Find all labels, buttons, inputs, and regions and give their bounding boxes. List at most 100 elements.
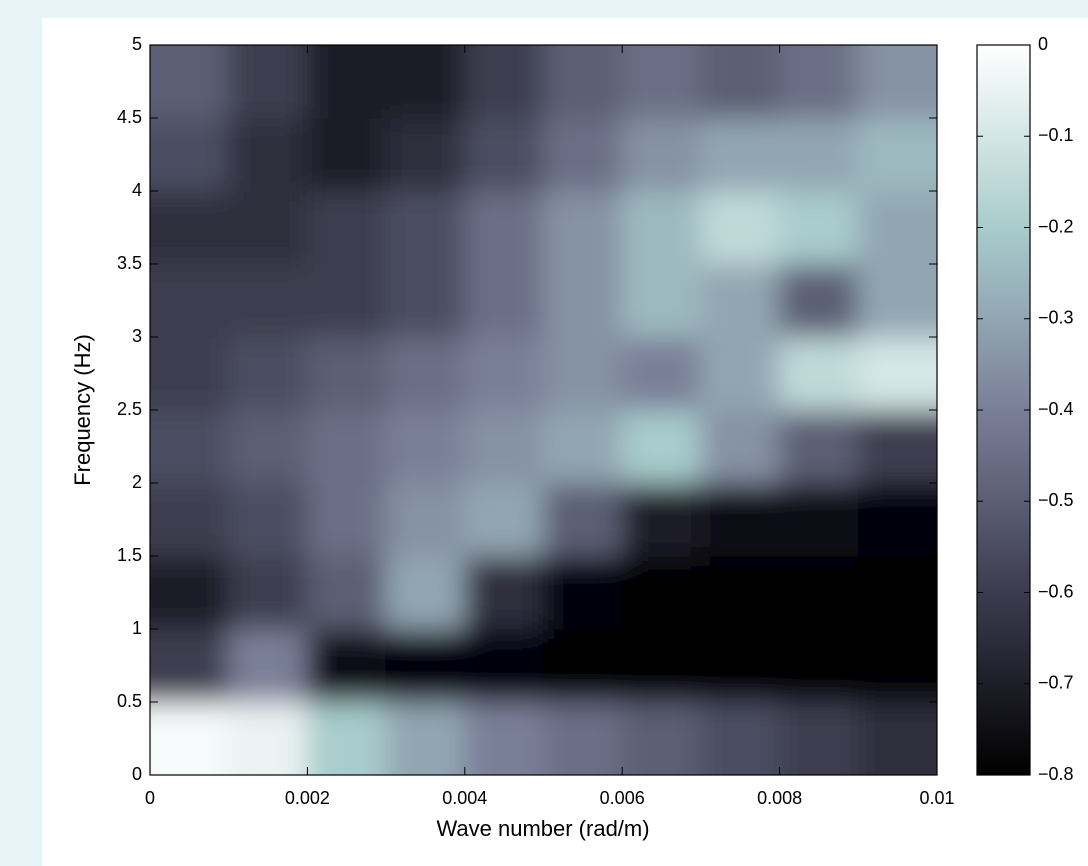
heatmap-cell [700, 117, 781, 192]
heatmap-cell [306, 190, 387, 265]
colorbar-tick-label: −0.6 [1038, 581, 1074, 601]
heatmap-cell [150, 117, 230, 192]
heatmap-cell [228, 45, 308, 119]
heatmap-cell [779, 628, 859, 703]
heatmap-cell [621, 263, 702, 338]
colorbar-tick-label: −0.8 [1038, 764, 1074, 784]
y-tick-label: 4.5 [117, 107, 142, 127]
heatmap-cell [621, 409, 702, 484]
heatmap-cell [385, 701, 466, 775]
heatmap-cell [543, 628, 623, 703]
heatmap-cell [464, 45, 544, 119]
heatmap-cell [779, 701, 859, 775]
heatmap-cell [700, 190, 781, 265]
heatmap-cell [779, 409, 859, 484]
heatmap-cell [150, 336, 230, 411]
heatmap-cell [150, 482, 230, 557]
heatmap-cell [779, 45, 859, 119]
heatmap-cell [621, 628, 702, 703]
heatmap-cell [306, 628, 387, 703]
heatmap-cell [306, 263, 387, 338]
heatmap-cell [306, 117, 387, 192]
heatmap-cell [228, 336, 308, 411]
x-tick-label: 0.002 [285, 788, 330, 808]
y-tick-label: 1.5 [117, 545, 142, 565]
heatmap-cell [543, 555, 623, 630]
heatmap-cell [385, 45, 466, 119]
heatmap-cell [464, 409, 544, 484]
heatmap-cell [228, 628, 308, 703]
colorbar-tick-label: 0 [1038, 34, 1048, 54]
heatmap-cell [543, 263, 623, 338]
heatmap-cell [700, 409, 781, 484]
heatmap-cell [857, 117, 937, 192]
heatmap-cell [464, 263, 544, 338]
heatmap-cell [228, 263, 308, 338]
heatmap-cell [857, 409, 937, 484]
heatmap-cell [228, 117, 308, 192]
heatmap-cell [700, 482, 781, 557]
heatmap-cell [621, 190, 702, 265]
y-axis-label: Frequency (Hz) [70, 334, 95, 486]
y-tick-label: 3.5 [117, 253, 142, 273]
heatmap-cell [621, 45, 702, 119]
heatmap-cell [779, 190, 859, 265]
heatmap-cell [779, 117, 859, 192]
heatmap-cell [543, 409, 623, 484]
heatmap-cell [385, 555, 466, 630]
heatmap-cell [857, 555, 937, 630]
y-tick-label: 3 [132, 326, 142, 346]
heatmap-cell [228, 701, 308, 775]
heatmap-cell [306, 336, 387, 411]
x-tick-label: 0.006 [600, 788, 645, 808]
heatmap-cell [150, 628, 230, 703]
heatmap-cell [857, 45, 937, 119]
colorbar-tick-label: −0.1 [1038, 125, 1074, 145]
heatmap-cell [385, 117, 466, 192]
heatmap [150, 45, 937, 775]
heatmap-cell [857, 701, 937, 775]
heatmap-cell [228, 555, 308, 630]
heatmap-cell [385, 628, 466, 703]
heatmap-cell [857, 336, 937, 411]
heatmap-cell [150, 555, 230, 630]
x-tick-label: 0.01 [919, 788, 954, 808]
heatmap-cell [228, 190, 308, 265]
heatmap-cell [385, 482, 466, 557]
heatmap-cell [779, 482, 859, 557]
heatmap-cell [621, 701, 702, 775]
heatmap-cell [464, 701, 544, 775]
x-tick-label: 0.008 [757, 788, 802, 808]
heatmap-cell [385, 263, 466, 338]
heatmap-cell [306, 482, 387, 557]
heatmap-cell [779, 263, 859, 338]
colorbar [976, 44, 1031, 776]
heatmap-cell [700, 555, 781, 630]
y-tick-label: 0.5 [117, 691, 142, 711]
colorbar-tick-label: −0.7 [1038, 673, 1074, 693]
heatmap-cell [306, 409, 387, 484]
heatmap-cell [306, 555, 387, 630]
heatmap-cell [621, 117, 702, 192]
heatmap-cell [700, 263, 781, 338]
heatmap-cell [228, 482, 308, 557]
heatmap-cell [543, 45, 623, 119]
heatmap-cell [857, 482, 937, 557]
x-axis-label: Wave number (rad/m) [436, 816, 649, 841]
heatmap-cell [700, 701, 781, 775]
heatmap-cell [700, 628, 781, 703]
heatmap-cell [464, 628, 544, 703]
colorbar-tick-label: −0.4 [1038, 399, 1074, 419]
heatmap-cell [150, 409, 230, 484]
y-tick-label: 1 [132, 618, 142, 638]
colorbar-tick-label: −0.5 [1038, 490, 1074, 510]
heatmap-cell [700, 336, 781, 411]
heatmap-cell [543, 701, 623, 775]
heatmap-cell [385, 409, 466, 484]
heatmap-cell [150, 45, 230, 119]
y-tick-label: 4 [132, 180, 142, 200]
heatmap-cell [779, 555, 859, 630]
heatmap-cell [621, 336, 702, 411]
heatmap-cell [150, 190, 230, 265]
